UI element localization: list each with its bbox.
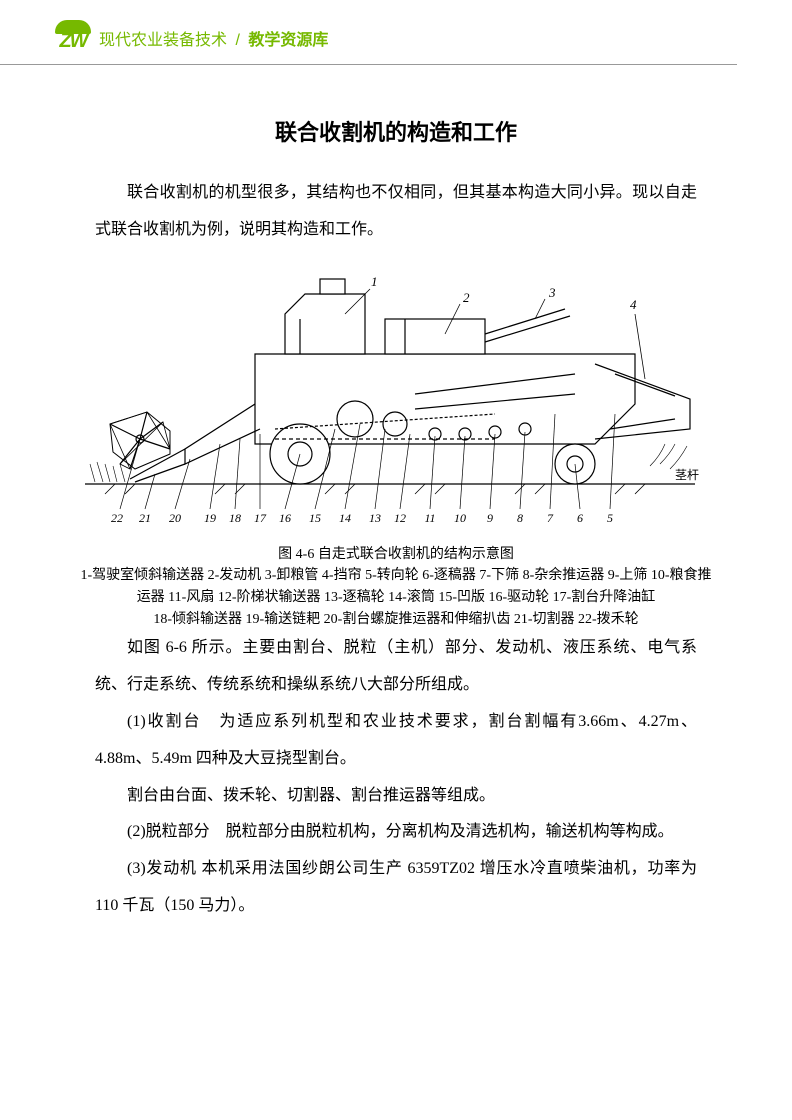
svg-text:11: 11 (424, 511, 435, 524)
svg-text:15: 15 (309, 511, 321, 524)
svg-text:17: 17 (254, 511, 267, 524)
paragraph-2: (2)脱粒部分 脱粒部分由脱粒机构，分离机构及清选机构，输送机构等构成。 (95, 814, 697, 851)
svg-text:1: 1 (371, 274, 378, 289)
paragraph-3: (3)发动机 本机采用法国纱朗公司生产 6359TZ02 增压水冷直喷柴油机，功… (95, 851, 697, 925)
svg-text:5: 5 (607, 511, 613, 524)
svg-text:14: 14 (339, 511, 351, 524)
figure-caption: 图 4-6 自走式联合收割机的结构示意图 (95, 544, 697, 566)
svg-text:10: 10 (454, 511, 466, 524)
main-content: 联合收割机的构造和工作 联合收割机的机型很多，其结构也不仅相同，但其基本构造大同… (0, 65, 792, 925)
svg-text:3: 3 (548, 285, 556, 300)
paragraph-overview: 如图 6-6 所示。主要由割台、脱粒（主机）部分、发动机、液压系统、电气系统、行… (95, 630, 697, 704)
figure-legend-2: 18-倾斜输送器 19-输送链耙 20-割台螺旋推运器和伸缩扒齿 21-切割器 … (80, 609, 712, 631)
svg-text:2: 2 (463, 290, 470, 305)
paragraph-1b: 割台由台面、拨禾轮、切割器、割台推运器等组成。 (95, 778, 697, 815)
svg-text:20: 20 (169, 511, 181, 524)
svg-text:6: 6 (577, 511, 583, 524)
page-title: 联合收割机的构造和工作 (95, 115, 697, 147)
svg-text:4: 4 (630, 297, 637, 312)
svg-text:8: 8 (517, 511, 523, 524)
header-text-1: 现代农业装备技术 (99, 32, 227, 49)
intro-paragraph: 联合收割机的机型很多，其结构也不仅相同，但其基本构造大同小异。现以自走式联合收割… (95, 175, 697, 249)
header-content: ZW 现代农业装备技术 / 教学资源库 (0, 0, 737, 65)
header-divider (55, 64, 737, 65)
header-text-2: 教学资源库 (248, 32, 328, 49)
svg-text:19: 19 (204, 511, 216, 524)
diagram-label-right: 茎杆 (675, 468, 699, 482)
logo-icon: ZW (55, 20, 91, 56)
svg-text:7: 7 (547, 511, 554, 524)
header-title: 现代农业装备技术 / 教学资源库 (99, 26, 328, 50)
svg-text:16: 16 (279, 511, 291, 524)
header-separator: / (235, 32, 239, 49)
page-header: ZW 现代农业装备技术 / 教学资源库 (0, 0, 792, 65)
svg-text:9: 9 (487, 511, 493, 524)
paragraph-1: (1)收割台 为适应系列机型和农业技术要求，割台割幅有3.66m、4.27m、4… (95, 704, 697, 778)
svg-text:21: 21 (139, 511, 151, 524)
harvester-diagram: 1 2 3 4 22 21 20 19 18 17 16 15 14 13 12… (75, 264, 715, 524)
logo-letters: ZW (55, 30, 91, 53)
svg-text:22: 22 (111, 511, 123, 524)
svg-text:12: 12 (394, 511, 406, 524)
svg-text:13: 13 (369, 511, 381, 524)
figure-legend-1: 1-驾驶室倾斜输送器 2-发动机 3-卸粮管 4-挡帘 5-转向轮 6-逐稿器 … (80, 565, 712, 608)
svg-text:18: 18 (229, 511, 241, 524)
